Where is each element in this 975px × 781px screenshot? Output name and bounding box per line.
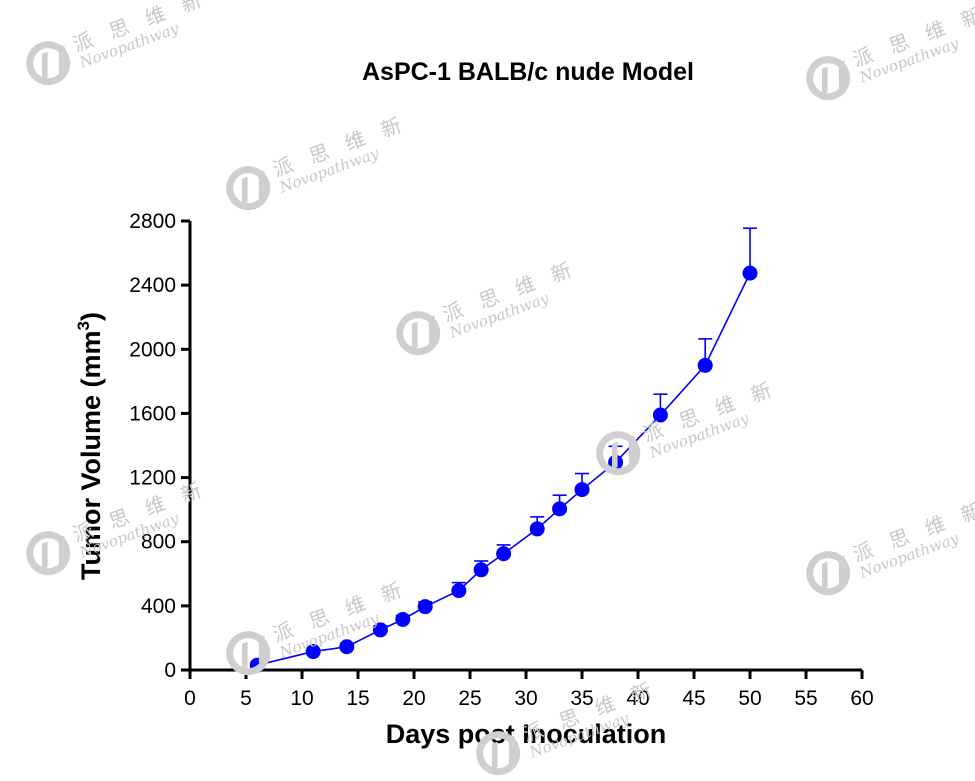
x-tick-label: 0 — [184, 687, 196, 710]
y-tick-label: 2000 — [129, 338, 176, 361]
data-point — [417, 599, 433, 615]
x-tick-label: 45 — [682, 687, 705, 710]
data-point — [339, 639, 355, 655]
x-tick-label: 20 — [402, 687, 425, 710]
x-tick-label: 5 — [240, 687, 252, 710]
x-tick-label: 15 — [346, 687, 369, 710]
data-point — [372, 622, 388, 638]
data-point — [473, 562, 489, 578]
series-layer — [249, 227, 758, 673]
data-point — [395, 611, 411, 627]
x-tick-label: 10 — [290, 687, 313, 710]
data-point — [608, 454, 624, 470]
x-axis-ticks: 0 5 10 15 20 25 30 35 40 45 50 55 60 — [184, 670, 874, 710]
data-point — [552, 501, 568, 517]
x-tick-label: 40 — [626, 687, 649, 710]
y-tick-label: 2400 — [129, 274, 176, 297]
data-point — [451, 583, 467, 599]
y-tick-label: 800 — [141, 531, 176, 554]
x-tick-label: 55 — [794, 687, 817, 710]
y-axis-label-tail: ) — [76, 312, 106, 321]
y-axis-label-superscript: 3 — [74, 321, 93, 330]
series-line — [257, 272, 751, 666]
x-tick-label: 30 — [514, 687, 537, 710]
y-tick-label: 400 — [141, 595, 176, 618]
data-point — [496, 546, 512, 562]
data-point — [305, 644, 321, 660]
y-axis-ticks: 0 400 800 1200 1600 2000 2400 2800 — [129, 210, 190, 682]
data-point — [697, 357, 713, 373]
x-axis-label: Days post Inoculation — [386, 719, 667, 749]
x-tick-label: 35 — [570, 687, 593, 710]
x-tick-label: 60 — [850, 687, 873, 710]
data-point — [652, 407, 668, 423]
y-tick-label: 1200 — [129, 467, 176, 490]
chart-title: AsPC-1 BALB/c nude Model — [362, 58, 694, 86]
data-point — [249, 657, 265, 673]
data-point — [574, 482, 590, 498]
y-tick-label: 2800 — [129, 210, 176, 233]
x-tick-label: 25 — [458, 687, 481, 710]
y-axis-label: Tumor Volume (mm3) — [74, 312, 106, 580]
y-tick-label: 0 — [164, 659, 176, 682]
y-tick-label: 1600 — [129, 402, 176, 425]
y-axis-label-main: Tumor Volume (mm — [76, 330, 106, 580]
data-point — [529, 521, 545, 537]
x-tick-label: 50 — [738, 687, 761, 710]
axes — [188, 221, 862, 672]
data-point — [742, 265, 758, 281]
